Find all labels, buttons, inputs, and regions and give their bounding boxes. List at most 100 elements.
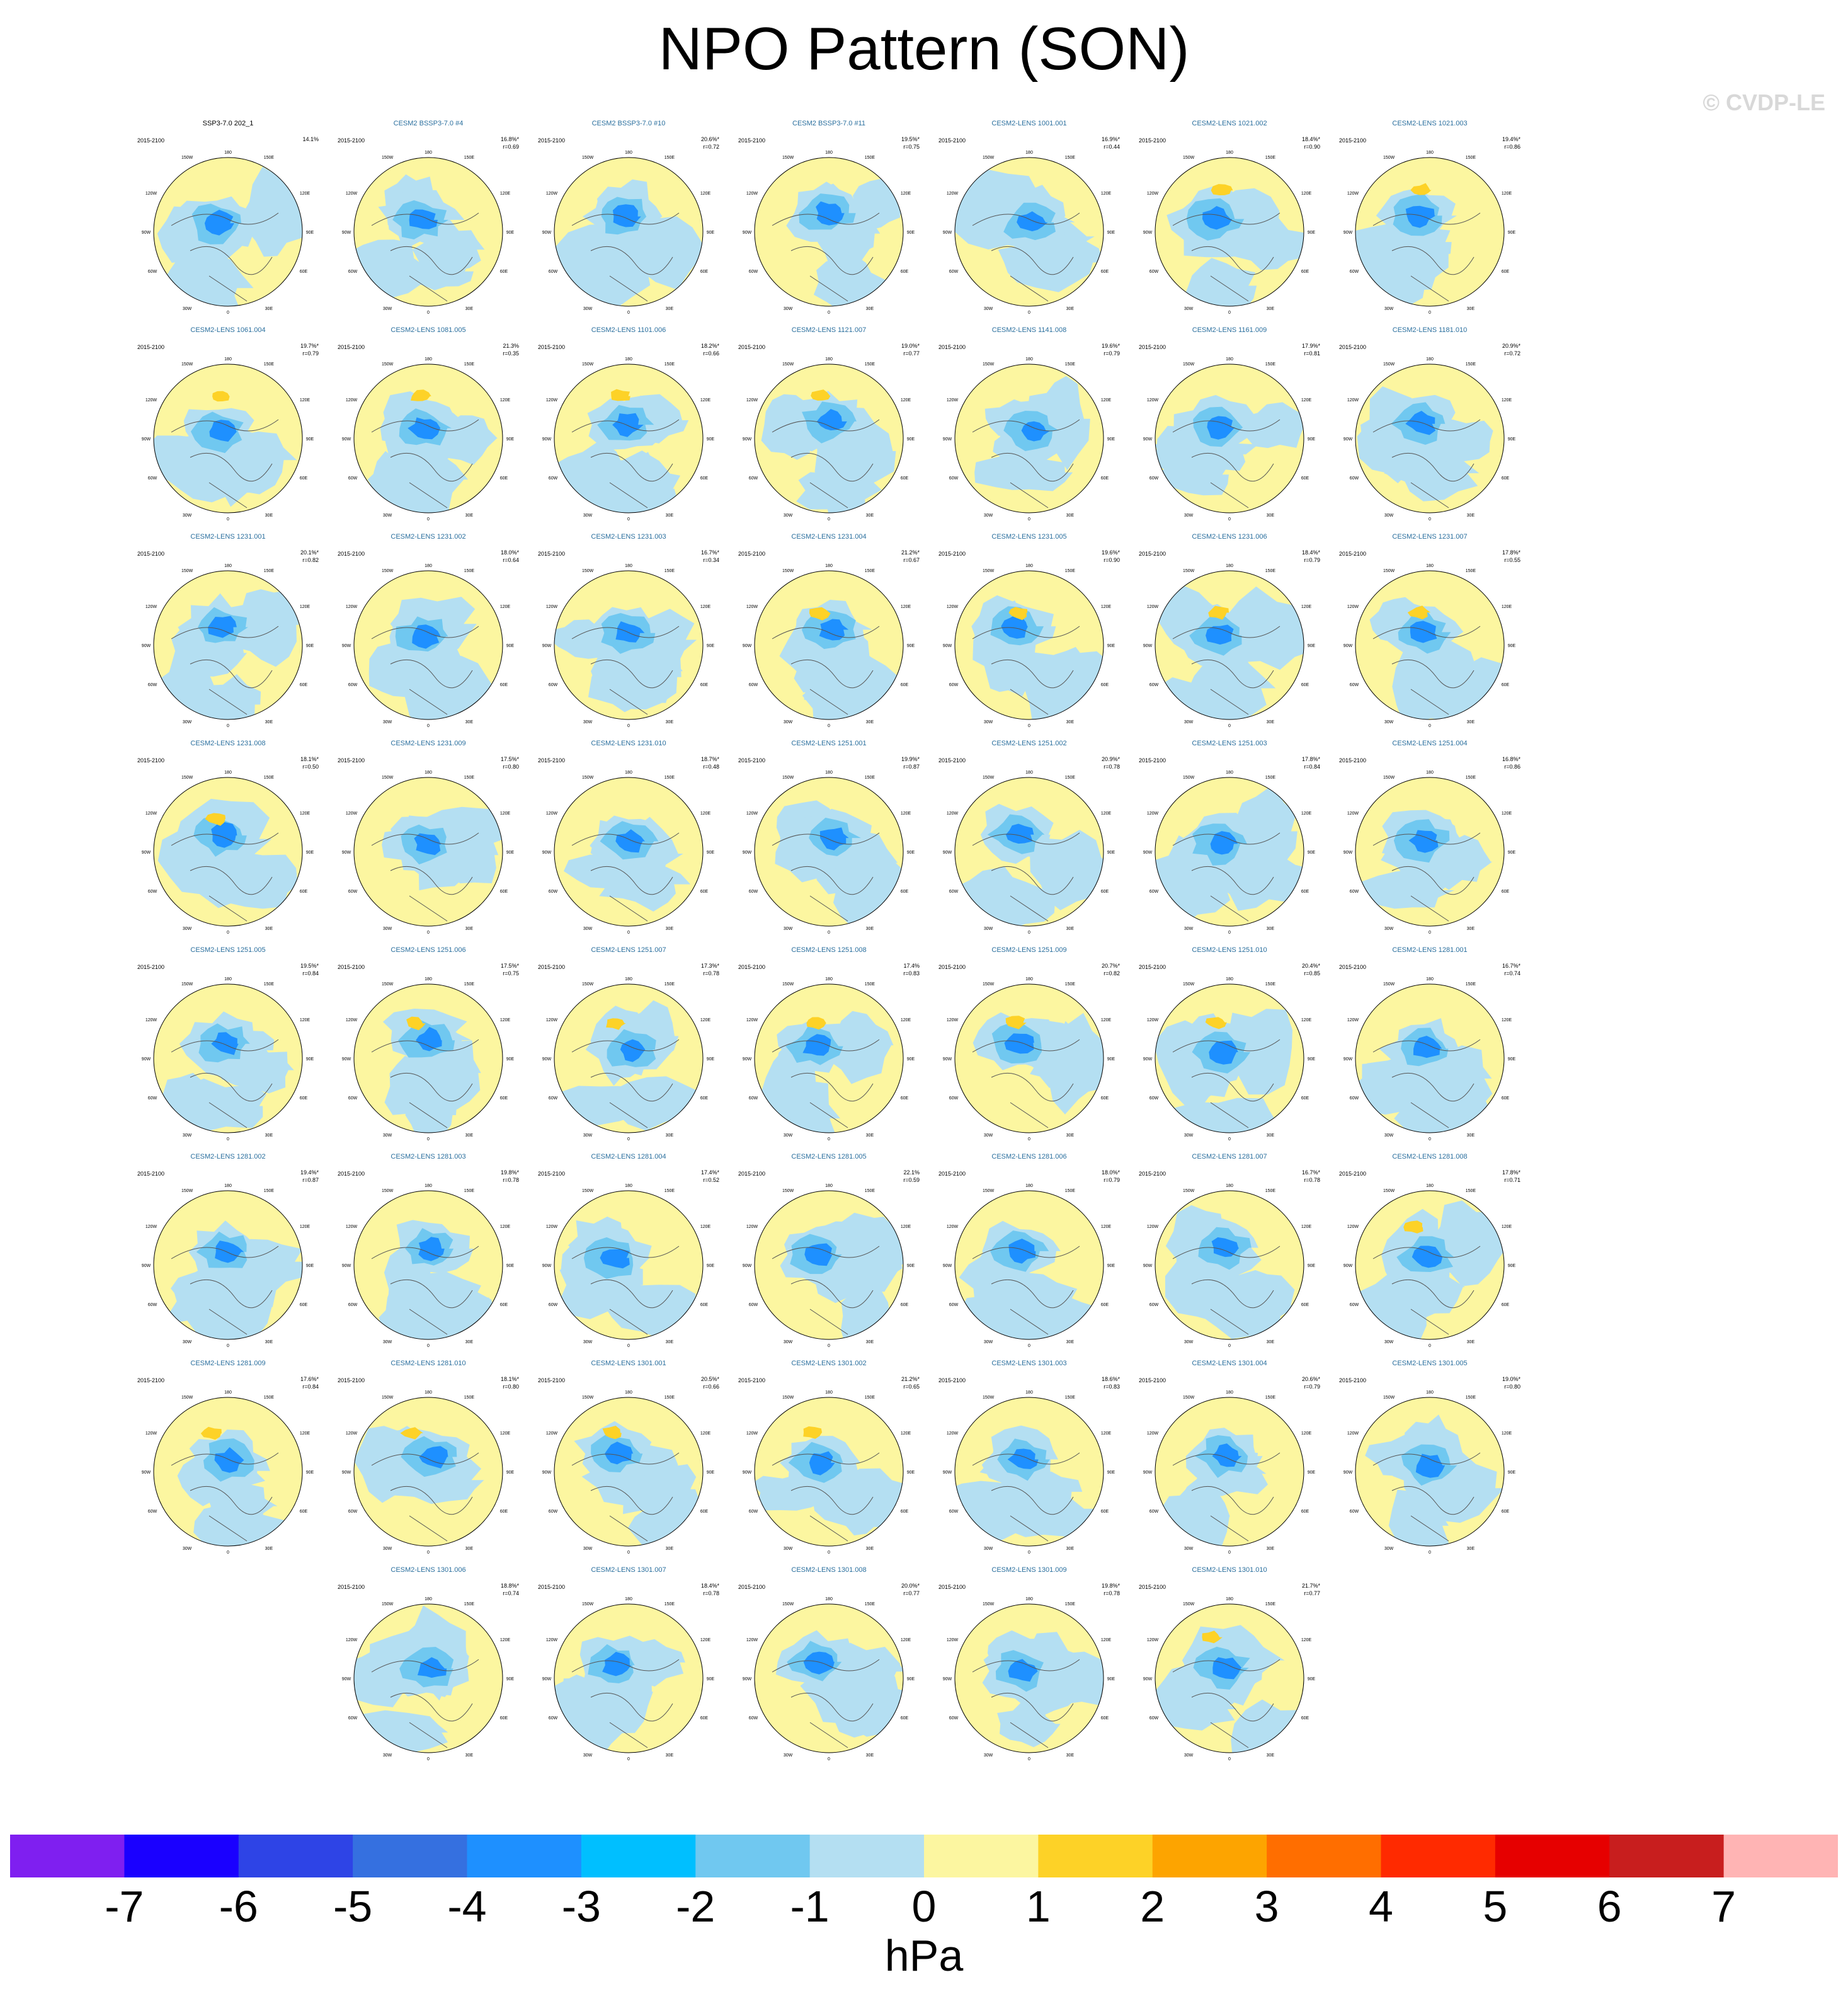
longitude-label: 0 xyxy=(227,1137,229,1142)
colorbar-tick-label: 5 xyxy=(1483,1882,1508,1931)
colorbar-tick-label: -2 xyxy=(676,1882,716,1931)
longitude-label: 180 xyxy=(1426,151,1434,155)
coastline xyxy=(171,626,279,715)
longitude-label: 120E xyxy=(1301,1018,1312,1023)
longitude-label: 30W xyxy=(383,1547,392,1551)
map-boundary xyxy=(153,1397,303,1547)
longitude-label: 60W xyxy=(949,683,959,687)
panel-period: 2015-2100 xyxy=(1339,1377,1367,1384)
page-title: NPO Pattern (SON) xyxy=(658,15,1190,83)
longitude-label: 60E xyxy=(700,1303,709,1307)
map-boundary xyxy=(153,364,303,513)
map-panel: CESM2-LENS 1231.006 2015-2100 18.4%* r=0.79… xyxy=(1135,533,1324,733)
longitude-label: 150W xyxy=(782,156,794,160)
map-boundary xyxy=(754,157,904,307)
panel-period: 2015-2100 xyxy=(137,757,165,764)
longitude-label: 60W xyxy=(1350,1303,1359,1307)
longitude-label: 30E xyxy=(666,720,674,725)
longitude-label: 120W xyxy=(947,1431,959,1436)
longitude-label: 60E xyxy=(700,270,709,274)
map-boundary xyxy=(153,777,303,927)
longitude-label: 60W xyxy=(949,476,959,481)
longitude-label: 60E xyxy=(300,1303,308,1307)
longitude-label: 30W xyxy=(583,1547,593,1551)
longitude-label: 60E xyxy=(1101,683,1109,687)
longitude-label: 150E xyxy=(1065,1395,1076,1400)
panel-variance-explained: 18.7%* xyxy=(700,756,719,762)
panel-period: 2015-2100 xyxy=(1139,757,1166,764)
map-boundary xyxy=(954,777,1104,927)
colorbar-units: hPa xyxy=(884,1931,964,1980)
panel-variance-explained: 19.6%* xyxy=(1101,549,1120,556)
longitude-label: 120W xyxy=(546,605,558,609)
longitude-label: 60E xyxy=(500,1096,508,1101)
coastline xyxy=(371,1659,479,1748)
longitude-label: 150W xyxy=(782,1395,794,1400)
longitude-label: 60E xyxy=(1502,890,1510,894)
longitude-label: 150W xyxy=(1183,776,1195,780)
panel-pattern-correlation: r=0.85 xyxy=(1304,970,1320,977)
longitude-label: 60E xyxy=(700,1716,709,1721)
longitude-label: 60W xyxy=(1350,476,1359,481)
low-contour-3 xyxy=(602,1651,632,1676)
longitude-label: 150W xyxy=(181,1395,193,1400)
panel-pattern-correlation: r=0.78 xyxy=(503,1177,519,1183)
coastline xyxy=(1172,419,1280,508)
negative-anomaly-region xyxy=(379,1282,475,1339)
positive-anomaly-region xyxy=(602,1426,622,1440)
longitude-label: 120E xyxy=(1101,1225,1112,1229)
longitude-label: 30E xyxy=(1267,1753,1275,1758)
longitude-label: 120W xyxy=(746,605,758,609)
polar-map: 180 0 90W 90E 120W 120E 60W 60E 150W 150E 30W 30E xyxy=(542,977,715,1142)
colorbar-swatch xyxy=(10,1835,125,1877)
longitude-label: 150E xyxy=(1466,776,1476,780)
panel-pattern-correlation: r=0.65 xyxy=(903,1384,920,1390)
longitude-label: 60W xyxy=(148,1510,157,1514)
panel-variance-explained: 22.1% xyxy=(903,1169,920,1176)
panel-period: 2015-2100 xyxy=(938,1584,966,1590)
longitude-label: 120E xyxy=(1502,605,1512,609)
longitude-label: 30E xyxy=(465,1133,474,1138)
longitude-label: 60E xyxy=(700,1510,709,1514)
longitude-label: 60W xyxy=(348,1303,358,1307)
longitude-label: 30W xyxy=(383,1753,392,1758)
longitude-label: 60W xyxy=(949,890,959,894)
longitude-label: 150W xyxy=(1383,156,1395,160)
negative-anomaly-region xyxy=(1392,641,1483,719)
longitude-label: 180 xyxy=(425,1184,432,1188)
longitude-label: 150W xyxy=(382,1602,394,1607)
longitude-label: 120E xyxy=(500,192,511,196)
polar-map: 180 0 90W 90E 120W 120E 60W 60E 150W 150E 30W 30E xyxy=(1343,151,1516,315)
polar-map: 180 0 90W 90E 120W 120E 60W 60E 150W 150E 30W 30E xyxy=(943,771,1115,935)
longitude-label: 30E xyxy=(866,307,874,311)
panel-pattern-correlation: r=0.86 xyxy=(1504,144,1520,150)
longitude-label: 150E xyxy=(664,1189,675,1193)
map-boundary xyxy=(554,777,704,927)
longitude-label: 30W xyxy=(583,927,593,931)
map-panel: CESM2-LENS 1251.005 2015-2100 19.5%* r=0.84… xyxy=(134,946,322,1147)
panel-pattern-correlation: r=0.80 xyxy=(1504,1384,1520,1390)
longitude-label: 150E xyxy=(865,362,876,367)
polar-map: 180 0 90W 90E 120W 120E 60W 60E 150W 150E 30W 30E xyxy=(943,564,1115,728)
longitude-label: 0 xyxy=(627,1757,630,1762)
positive-anomaly-region xyxy=(611,389,630,401)
panel-pattern-correlation: r=0.90 xyxy=(1104,557,1120,563)
longitude-label: 90W xyxy=(743,1264,752,1268)
colorbar-swatch xyxy=(1038,1835,1153,1877)
longitude-label: 150E xyxy=(1265,1602,1276,1607)
panel-title: CESM2-LENS 1281.006 xyxy=(991,1153,1067,1160)
longitude-label: 180 xyxy=(625,1390,632,1395)
longitude-label: 120E xyxy=(1101,1431,1112,1436)
panel-period: 2015-2100 xyxy=(538,757,566,764)
panel-pattern-correlation: r=0.75 xyxy=(503,970,519,977)
longitude-label: 150W xyxy=(582,1602,594,1607)
map-panel: CESM2-LENS 1231.007 2015-2100 17.8%* r=0.55… xyxy=(1335,533,1524,733)
longitude-label: 90W xyxy=(542,644,552,648)
longitude-label: 60W xyxy=(949,1510,959,1514)
polar-map: 180 0 90W 90E 120W 120E 60W 60E 150W 150E 30W 30E xyxy=(943,151,1115,315)
longitude-label: 90W xyxy=(142,231,151,235)
coastline xyxy=(1172,1039,1280,1128)
map-panel: CESM2-LENS 1101.006 2015-2100 18.2%* r=0.66… xyxy=(534,326,723,527)
longitude-label: 90W xyxy=(542,1264,552,1268)
panel-period: 2015-2100 xyxy=(1139,964,1166,970)
